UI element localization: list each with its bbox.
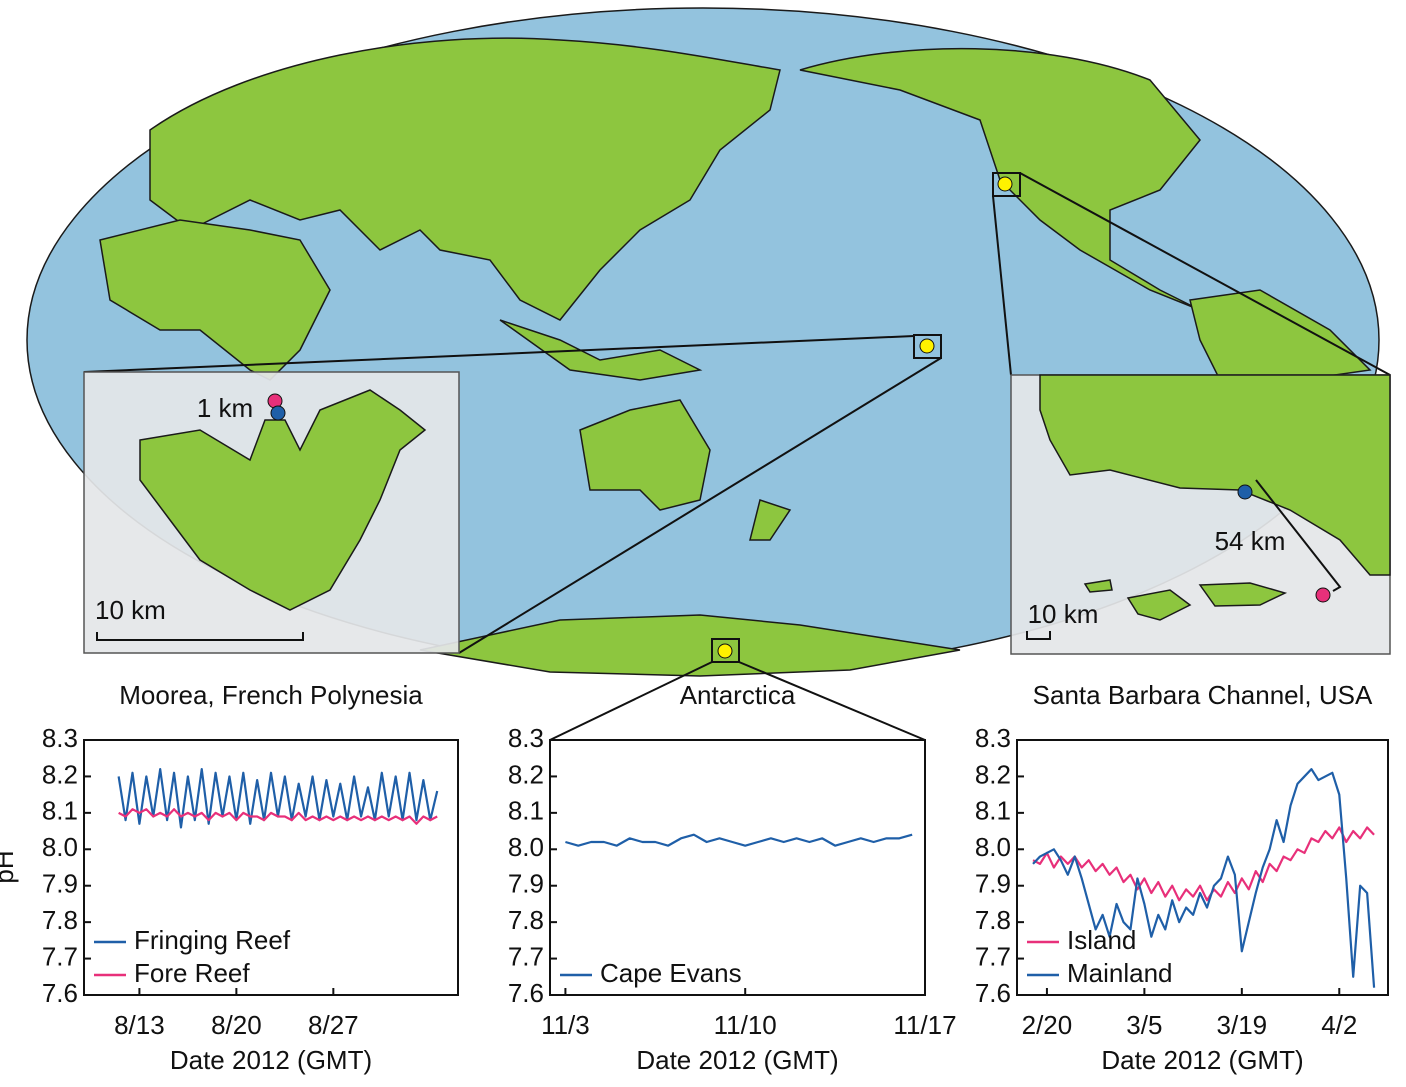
chart: Moorea, French Polynesia Date 2012 (GMT) p… xyxy=(0,680,459,1075)
site-mainland xyxy=(1237,484,1253,500)
plot-frame xyxy=(549,739,926,996)
chart: Antarctica Date 2012 (GMT) 7.6 7.7 7.8 7.9 8.0… xyxy=(508,680,957,1075)
y-tick-label: 7.8 xyxy=(975,905,1011,935)
legend-label: Fringing Reef xyxy=(134,925,291,955)
y-tick-label: 8.0 xyxy=(508,832,544,862)
eurasia xyxy=(149,37,781,321)
y-tick-label: 8.2 xyxy=(975,759,1011,789)
chart-title: Santa Barbara Channel, USA xyxy=(1033,680,1373,710)
site-marker xyxy=(717,643,733,659)
australia xyxy=(579,399,711,511)
x-tick-label: 2/20 xyxy=(1022,1010,1073,1040)
legend-label: Island xyxy=(1067,925,1136,955)
y-tick-label: 7.6 xyxy=(975,978,1011,1008)
x-tick-label: 11/10 xyxy=(714,1010,777,1040)
y-tick-label: 8.1 xyxy=(508,796,544,826)
x-axis-label: Date 2012 (GMT) xyxy=(636,1045,838,1075)
indonesia xyxy=(499,319,703,381)
x-tick-label: 8/27 xyxy=(308,1010,359,1040)
y-tick-label: 8.1 xyxy=(42,796,78,826)
legend-label: Mainland xyxy=(1067,958,1173,988)
legend-label: Fore Reef xyxy=(134,958,250,988)
chart-title: Antarctica xyxy=(680,680,796,710)
island xyxy=(1126,589,1192,621)
chart-title: Moorea, French Polynesia xyxy=(119,680,423,710)
x-axis-label: Date 2012 (GMT) xyxy=(1101,1045,1303,1075)
y-tick-label: 7.7 xyxy=(42,941,78,971)
africa xyxy=(99,219,331,381)
chart: Santa Barbara Channel, USA Date 2012 (GMT… xyxy=(975,680,1389,1075)
y-tick-label: 7.6 xyxy=(42,978,78,1008)
series-line xyxy=(1032,768,1376,988)
plot-frame xyxy=(83,739,459,996)
scale-label: 10 km xyxy=(95,595,166,625)
x-tick-label: 3/19 xyxy=(1217,1010,1268,1040)
site-island xyxy=(1315,587,1331,603)
scale-label: 1 km xyxy=(197,393,253,423)
distance-line xyxy=(1255,479,1342,592)
series-line xyxy=(118,808,438,825)
x-axis-label: Date 2012 (GMT) xyxy=(170,1045,372,1075)
y-tick-label: 7.9 xyxy=(508,869,544,899)
island xyxy=(1198,582,1288,607)
y-tick-label: 7.9 xyxy=(42,869,78,899)
y-tick-label: 8.0 xyxy=(42,832,78,862)
site-marker xyxy=(997,176,1013,192)
santa-barbara-inset: 54 km 10 km xyxy=(1010,374,1391,655)
site-marker xyxy=(919,338,935,354)
y-tick-label: 8.2 xyxy=(508,759,544,789)
x-tick-label: 11/3 xyxy=(541,1010,590,1040)
y-axis-label: pH xyxy=(0,850,19,883)
connector xyxy=(1019,172,1391,376)
x-tick-label: 11/17 xyxy=(893,1010,956,1040)
distance-label: 54 km xyxy=(1215,526,1286,556)
scale-bar xyxy=(96,632,304,641)
moorea-inset: 1 km 10 km xyxy=(83,371,460,654)
site-box xyxy=(992,172,1021,197)
x-tick-label: 4/2 xyxy=(1321,1010,1357,1040)
connector xyxy=(458,357,942,654)
y-tick-label: 7.6 xyxy=(508,978,544,1008)
y-tick-label: 7.8 xyxy=(42,905,78,935)
y-tick-label: 8.3 xyxy=(975,723,1011,753)
island xyxy=(139,389,427,611)
scale-label: 10 km xyxy=(1028,599,1099,629)
y-tick-label: 7.7 xyxy=(975,941,1011,971)
site-box xyxy=(711,638,740,663)
plot-frame xyxy=(1016,739,1389,996)
series-line xyxy=(565,833,913,847)
series-line xyxy=(1032,826,1375,902)
antarctica xyxy=(419,614,961,677)
scale-bar xyxy=(1026,631,1051,640)
x-tick-label: 3/5 xyxy=(1126,1010,1162,1040)
connector xyxy=(992,195,1012,376)
y-tick-label: 8.3 xyxy=(42,723,78,753)
site-fore xyxy=(270,405,286,421)
legend-label: Cape Evans xyxy=(600,958,742,988)
y-tick-label: 8.3 xyxy=(508,723,544,753)
connector xyxy=(83,335,915,373)
connector xyxy=(549,661,713,741)
x-tick-label: 8/13 xyxy=(114,1010,165,1040)
y-tick-label: 8.2 xyxy=(42,759,78,789)
island xyxy=(1083,579,1113,593)
y-tick-label: 7.8 xyxy=(508,905,544,935)
y-tick-label: 8.1 xyxy=(975,796,1011,826)
y-tick-label: 7.7 xyxy=(508,941,544,971)
y-tick-label: 8.0 xyxy=(975,832,1011,862)
site-box xyxy=(913,334,942,359)
x-tick-label: 8/20 xyxy=(211,1010,262,1040)
new-zealand xyxy=(749,499,792,541)
y-tick-label: 7.9 xyxy=(975,869,1011,899)
connector xyxy=(738,661,926,741)
